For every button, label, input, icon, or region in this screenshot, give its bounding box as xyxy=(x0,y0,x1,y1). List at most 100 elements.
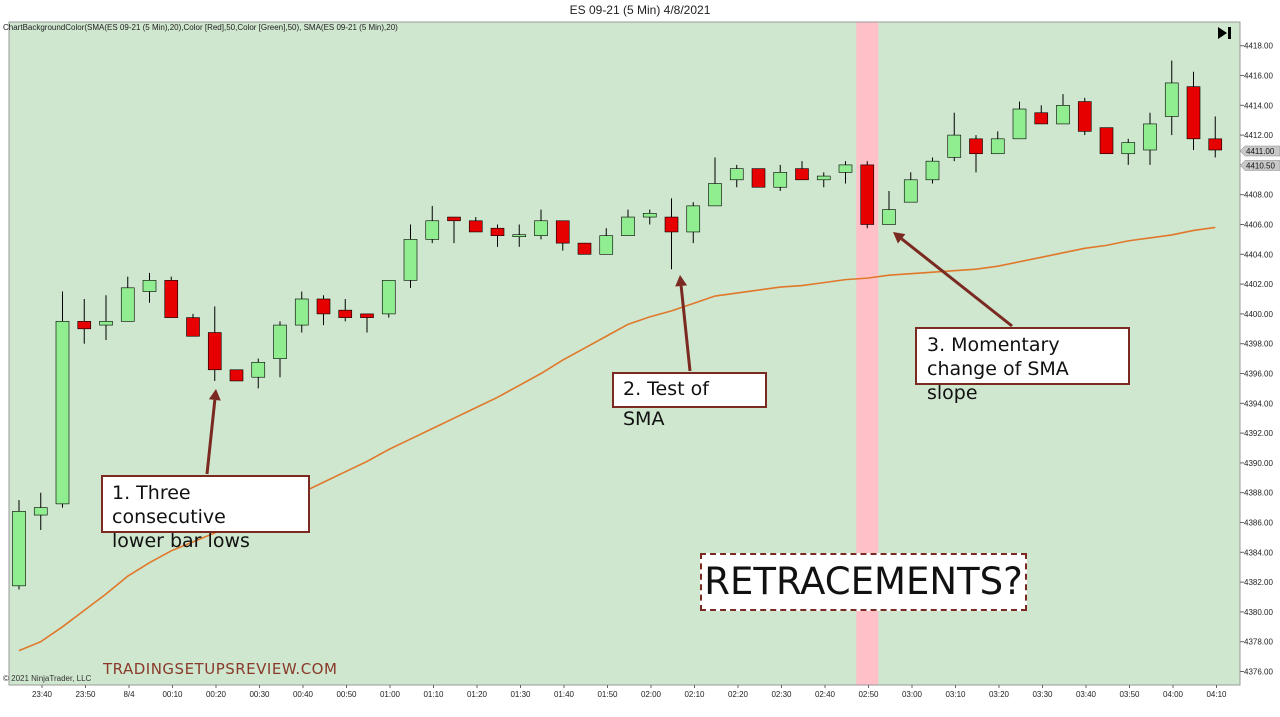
up-candle-body xyxy=(1012,108,1027,140)
time-tick-label: 02:30 xyxy=(771,690,792,699)
down-candle-body xyxy=(751,168,766,188)
price-tick-label: 4400.00 xyxy=(1244,310,1273,319)
candle[interactable] xyxy=(425,205,440,244)
candle[interactable] xyxy=(925,157,940,184)
candle[interactable] xyxy=(338,299,353,322)
candle[interactable] xyxy=(534,209,548,240)
candle[interactable] xyxy=(555,220,570,251)
candle[interactable] xyxy=(577,242,592,255)
annotation-line: lower bar lows xyxy=(112,530,250,552)
up-candle-body xyxy=(534,220,548,236)
candle[interactable] xyxy=(947,112,962,162)
candle[interactable] xyxy=(447,216,461,244)
candle[interactable] xyxy=(664,198,679,270)
annotation-test-of-sma: 2. Test of SMA xyxy=(612,372,767,430)
candle[interactable] xyxy=(468,217,483,233)
down-candle-body xyxy=(490,227,505,236)
candle[interactable] xyxy=(773,164,788,191)
down-candle-body xyxy=(969,138,983,155)
up-candle-body xyxy=(99,321,113,326)
candle[interactable] xyxy=(1186,71,1201,150)
annotation-line: change of SMA slope xyxy=(927,358,1069,404)
down-candle-body xyxy=(164,280,179,318)
last-price-label: 4411.00 xyxy=(1246,147,1275,156)
candle[interactable] xyxy=(621,209,635,236)
price-tick-label: 4376.00 xyxy=(1244,668,1273,677)
price-tick-label: 4402.00 xyxy=(1244,280,1273,289)
candle[interactable] xyxy=(12,500,26,590)
candle[interactable] xyxy=(490,224,505,247)
price-tick-label: 4396.00 xyxy=(1244,370,1273,379)
candle[interactable] xyxy=(403,224,418,288)
candle[interactable] xyxy=(686,202,701,244)
up-candle-body xyxy=(838,164,853,173)
annotation-line: 2. Test of SMA xyxy=(623,378,709,430)
candle[interactable] xyxy=(1143,112,1157,165)
candle[interactable] xyxy=(1012,101,1027,140)
candle[interactable] xyxy=(838,161,853,184)
candle[interactable] xyxy=(990,131,1005,155)
candle[interactable] xyxy=(142,272,157,303)
price-tick-label: 4414.00 xyxy=(1244,101,1273,110)
down-candle-body xyxy=(447,216,461,222)
candle[interactable] xyxy=(795,161,809,181)
candle[interactable] xyxy=(1077,97,1092,136)
up-candle-body xyxy=(990,138,1005,155)
candle[interactable] xyxy=(229,369,244,382)
up-candle-body xyxy=(903,179,918,203)
candle[interactable] xyxy=(120,276,135,322)
time-tick-label: 23:50 xyxy=(75,690,96,699)
candle[interactable] xyxy=(642,209,657,225)
price-tick-label: 4398.00 xyxy=(1244,340,1273,349)
candle[interactable] xyxy=(969,135,983,173)
up-candle-body xyxy=(142,280,157,292)
candle[interactable] xyxy=(708,157,722,207)
candle[interactable] xyxy=(1164,60,1179,136)
candle[interactable] xyxy=(186,313,200,337)
candle[interactable] xyxy=(729,164,744,188)
up-candle-body xyxy=(33,507,48,516)
candle[interactable] xyxy=(381,280,396,318)
scroll-to-end-button[interactable] xyxy=(1216,25,1234,41)
candle[interactable] xyxy=(599,228,614,255)
candle[interactable] xyxy=(164,276,179,318)
time-tick-label: 00:50 xyxy=(336,690,357,699)
last-price-tag xyxy=(1239,145,1280,157)
candle[interactable] xyxy=(273,321,287,378)
time-tick-label: 01:40 xyxy=(554,690,575,699)
skip-to-end-icon xyxy=(1218,27,1231,39)
candle[interactable] xyxy=(99,295,113,340)
time-tick-label: 01:20 xyxy=(467,690,488,699)
candle[interactable] xyxy=(55,291,70,508)
time-tick-label: 23:40 xyxy=(32,690,53,699)
candle[interactable] xyxy=(816,172,831,188)
candle[interactable] xyxy=(33,492,48,530)
down-candle-body xyxy=(77,321,92,330)
candle[interactable] xyxy=(1056,94,1070,125)
candle[interactable] xyxy=(1121,138,1136,165)
candle[interactable] xyxy=(1034,105,1049,125)
price-tick-label: 4378.00 xyxy=(1244,638,1273,647)
candle[interactable] xyxy=(316,295,331,326)
up-candle-body xyxy=(599,235,614,255)
arrow-sma-slope-change xyxy=(893,232,1013,328)
candle[interactable] xyxy=(751,168,766,188)
candle[interactable] xyxy=(77,299,92,344)
price-tick-label: 4380.00 xyxy=(1244,608,1273,617)
candle[interactable] xyxy=(251,358,266,389)
price-tick-label: 4382.00 xyxy=(1244,578,1273,587)
candle[interactable] xyxy=(860,161,875,229)
up-candle-body xyxy=(708,183,722,207)
candle[interactable] xyxy=(294,291,309,333)
up-candle-body xyxy=(1121,142,1136,155)
candle[interactable] xyxy=(512,224,527,247)
down-candle-body xyxy=(555,220,570,244)
candle[interactable] xyxy=(1208,116,1223,158)
candle[interactable] xyxy=(360,313,374,333)
candle[interactable] xyxy=(903,172,918,203)
price-tick-label: 4392.00 xyxy=(1244,429,1273,438)
candle[interactable] xyxy=(207,306,222,381)
candle[interactable] xyxy=(1099,127,1114,155)
down-candle-body xyxy=(338,309,353,318)
candle[interactable] xyxy=(882,190,896,225)
